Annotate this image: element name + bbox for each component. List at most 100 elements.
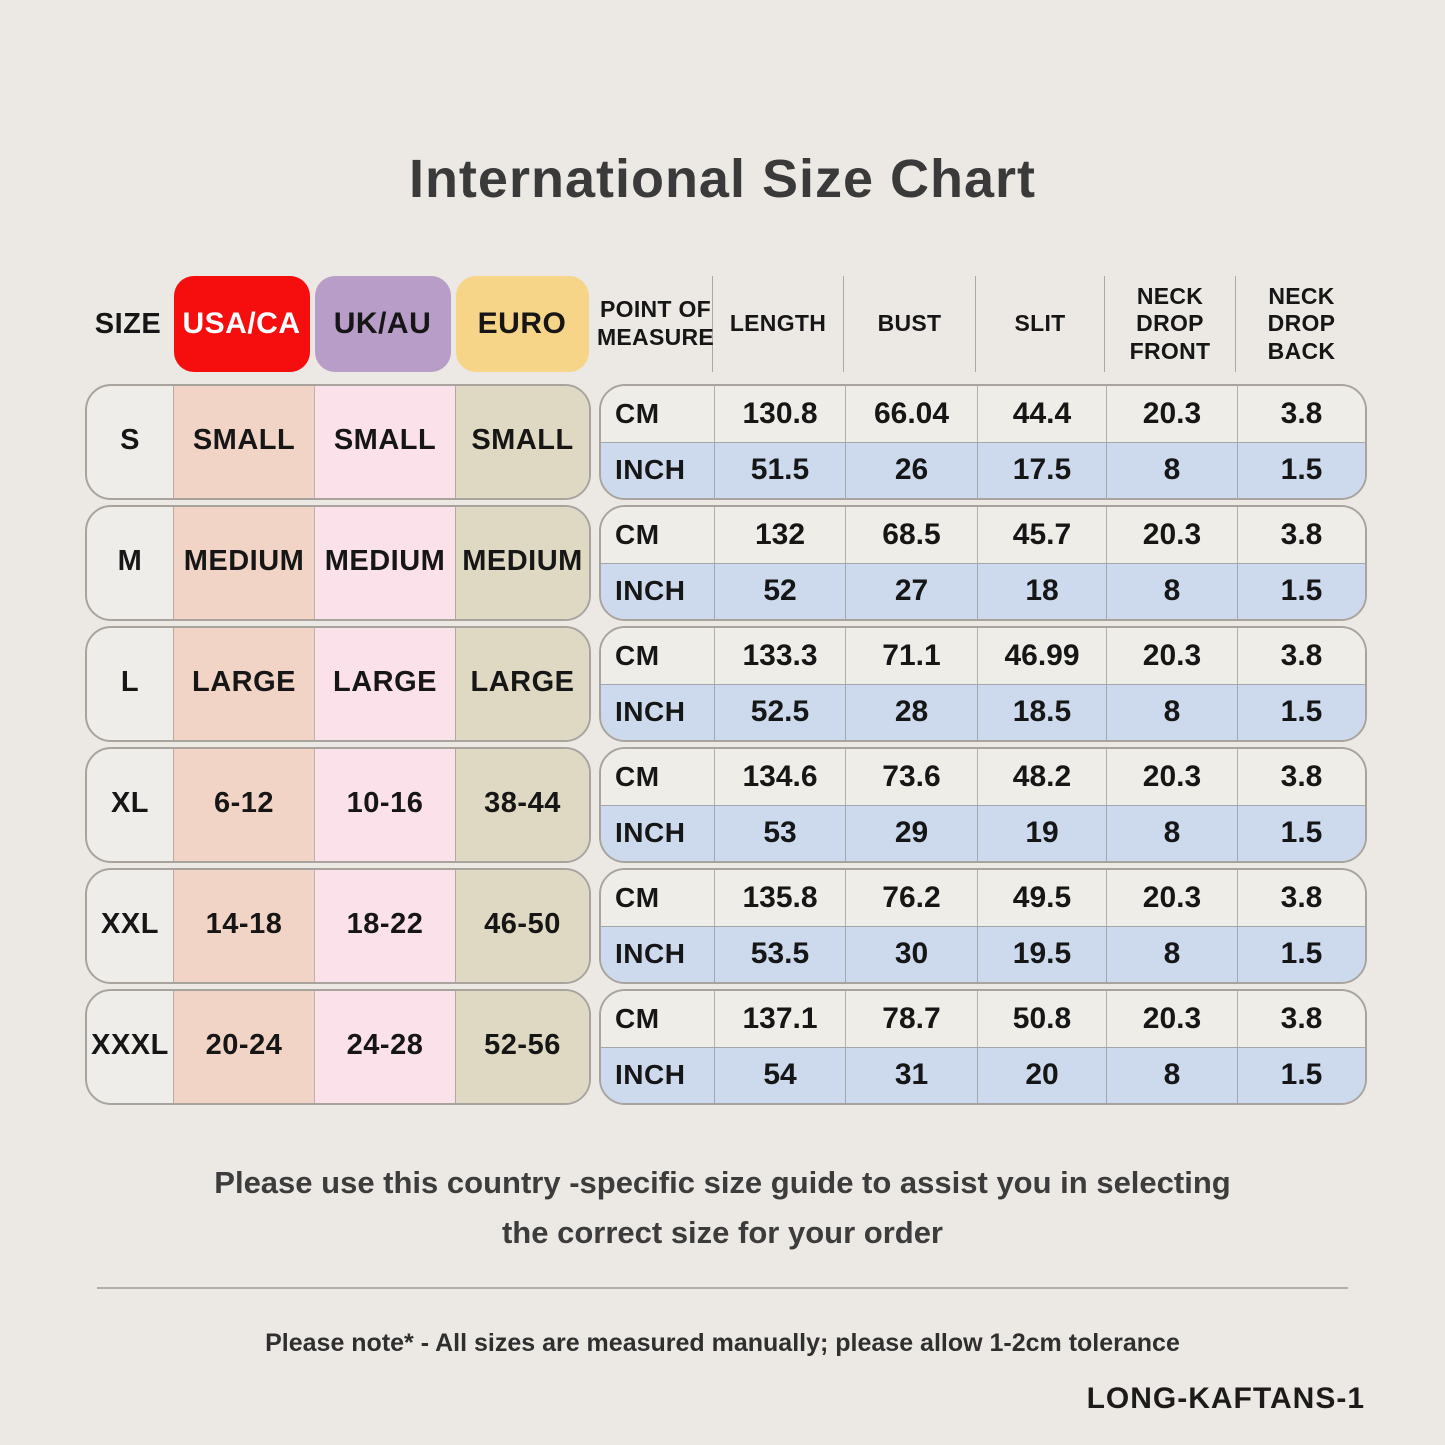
measure-value: 19 (978, 805, 1107, 861)
size-guide-note: Please use this country -specific size g… (0, 1158, 1445, 1257)
usa-ca-header-cell: USA/CA (171, 276, 312, 372)
measurement-table: POINT OF MEASURE LENGTH BUST SLIT NECK D… (597, 276, 1367, 1110)
uk-au-cell: 18-22 (314, 870, 455, 982)
size-table-header: SIZE USA/CA UK/AU EURO (85, 276, 591, 372)
measure-value: 8 (1107, 1047, 1238, 1103)
size-cell: XL (110, 786, 150, 819)
international-size-table: SIZE USA/CA UK/AU EURO S SMALL SMALL SMALL M… (85, 276, 591, 1110)
euro-column-badge: EURO (455, 276, 589, 372)
inch-unit-label: INCH (601, 1047, 715, 1103)
measure-group-3: CM 134.6 73.6 48.2 20.3 3.8 INCH 53 29 19 8 1.5 (599, 747, 1367, 863)
neck-drop-front-header: NECK DROP FRONT (1105, 276, 1236, 372)
measure-value: 71.1 (846, 628, 978, 684)
neck-drop-back-header: NECK DROP BACK (1267, 282, 1336, 364)
usa-ca-cell: MEDIUM (173, 507, 314, 619)
usa-ca-cell: LARGE (173, 628, 314, 740)
measure-group-1: CM 132 68.5 45.7 20.3 3.8 INCH 52 27 18 8 1.5 (599, 505, 1367, 621)
size-guide-note-line1: Please use this country -specific size g… (214, 1165, 1231, 1200)
euro-cell: 38-44 (455, 749, 589, 861)
bust-header: BUST (844, 276, 976, 372)
slit-header: SLIT (976, 276, 1105, 372)
measure-value: 18.5 (978, 684, 1107, 740)
cm-row: CM 132 68.5 45.7 20.3 3.8 (601, 507, 1365, 563)
measure-value: 46.99 (978, 628, 1107, 684)
cm-row: CM 130.8 66.04 44.4 20.3 3.8 (601, 386, 1365, 442)
size-chart-tables: SIZE USA/CA UK/AU EURO S SMALL SMALL SMALL M… (85, 276, 1367, 1110)
length-header: LENGTH (713, 276, 844, 372)
measure-value: 66.04 (846, 386, 978, 442)
euro-cell: SMALL (455, 386, 589, 498)
size-column-header: SIZE (94, 307, 162, 340)
size-row-m: M MEDIUM MEDIUM MEDIUM (85, 505, 591, 621)
measure-value: 19.5 (978, 926, 1107, 982)
inch-row: INCH 51.5 26 17.5 8 1.5 (601, 441, 1365, 498)
inch-row: INCH 53.5 30 19.5 8 1.5 (601, 925, 1365, 982)
cm-row: CM 134.6 73.6 48.2 20.3 3.8 (601, 749, 1365, 805)
measure-value: 1.5 (1280, 695, 1323, 729)
point-of-measure-header: POINT OF MEASURE (597, 276, 714, 372)
euro-cell: MEDIUM (455, 507, 589, 619)
cm-unit-label: CM (601, 749, 715, 805)
uk-au-cell: 10-16 (314, 749, 455, 861)
size-row-l: L LARGE LARGE LARGE (85, 626, 591, 742)
uk-au-header-cell: UK/AU (312, 276, 453, 372)
measure-value: 135.8 (715, 870, 846, 926)
measure-value: 76.2 (846, 870, 978, 926)
measure-value: 3.8 (1280, 759, 1323, 793)
cm-unit-label: CM (601, 507, 715, 563)
measurement-table-header: POINT OF MEASURE LENGTH BUST SLIT NECK D… (597, 276, 1367, 372)
measure-value: 52.5 (715, 684, 846, 740)
inch-row: INCH 52.5 28 18.5 8 1.5 (601, 683, 1365, 740)
size-cell: M (117, 544, 143, 577)
inch-unit-label: INCH (601, 684, 715, 740)
measure-value: 1.5 (1280, 574, 1323, 608)
uk-au-cell: LARGE (314, 628, 455, 740)
measure-value: 8 (1107, 684, 1238, 740)
euro-header-cell: EURO (453, 276, 591, 372)
inch-unit-label: INCH (601, 926, 715, 982)
size-cell: XXXL (91, 1028, 169, 1061)
measure-value: 54 (715, 1047, 846, 1103)
size-table-body: S SMALL SMALL SMALL M MEDIUM MEDIUM MEDIUM L LARG… (85, 384, 591, 1105)
product-code: LONG-KAFTANS-1 (1086, 1382, 1365, 1416)
measure-value: 3.8 (1280, 396, 1323, 430)
cm-row: CM 135.8 76.2 49.5 20.3 3.8 (601, 870, 1365, 926)
measure-value: 3.8 (1280, 638, 1323, 672)
inch-unit-label: INCH (601, 442, 715, 498)
measure-value: 3.8 (1280, 880, 1323, 914)
cm-unit-label: CM (601, 870, 715, 926)
measure-value: 1.5 (1280, 453, 1323, 487)
inch-unit-label: INCH (601, 805, 715, 861)
measure-value: 78.7 (846, 991, 978, 1047)
measure-value: 1.5 (1280, 1058, 1323, 1092)
measure-value: 130.8 (715, 386, 846, 442)
measure-value: 51.5 (715, 442, 846, 498)
measure-value: 8 (1107, 805, 1238, 861)
cm-unit-label: CM (601, 628, 715, 684)
inch-row: INCH 52 27 18 8 1.5 (601, 562, 1365, 619)
size-cell: S (120, 423, 140, 456)
measure-value: 3.8 (1280, 1001, 1323, 1035)
euro-cell: 46-50 (455, 870, 589, 982)
measure-group-2: CM 133.3 71.1 46.99 20.3 3.8 INCH 52.5 28 18.5 8 1.… (599, 626, 1367, 742)
measure-value: 8 (1107, 563, 1238, 619)
size-cell: L (120, 665, 140, 698)
measure-value: 26 (846, 442, 978, 498)
cm-unit-label: CM (601, 386, 715, 442)
measure-group-0: CM 130.8 66.04 44.4 20.3 3.8 INCH 51.5 26 17.5 8 1.… (599, 384, 1367, 500)
uk-au-cell: MEDIUM (314, 507, 455, 619)
inch-unit-label: INCH (601, 563, 715, 619)
euro-cell: 52-56 (455, 991, 589, 1103)
measure-value: 1.5 (1280, 937, 1323, 971)
measure-value: 45.7 (978, 507, 1107, 563)
measure-value: 20 (978, 1047, 1107, 1103)
measure-value: 1.5 (1280, 816, 1323, 850)
cm-row: CM 133.3 71.1 46.99 20.3 3.8 (601, 628, 1365, 684)
usa-ca-cell: 14-18 (173, 870, 314, 982)
size-row-xxxl: XXXL 20-24 24-28 52-56 (85, 989, 591, 1105)
usa-ca-column-badge: USA/CA (173, 276, 310, 372)
cm-unit-label: CM (601, 991, 715, 1047)
measure-value: 3.8 (1280, 517, 1323, 551)
uk-au-column-badge: UK/AU (314, 276, 451, 372)
tolerance-note: Please note* - All sizes are measured ma… (265, 1329, 1180, 1358)
